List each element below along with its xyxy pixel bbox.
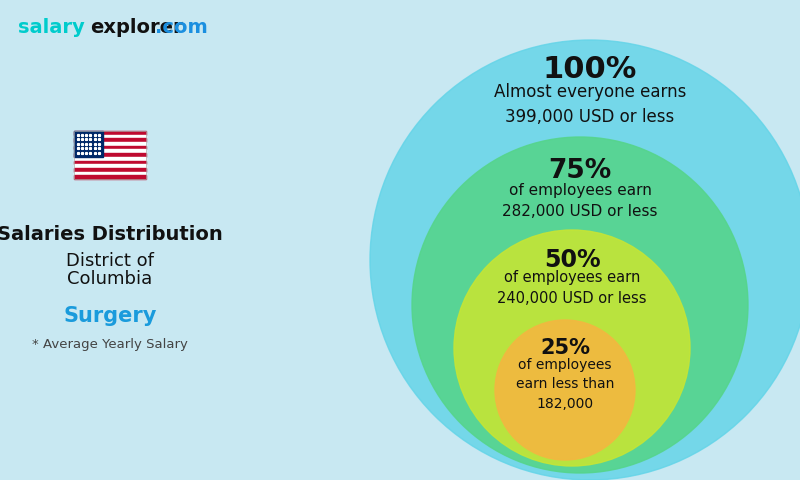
Text: * Average Yearly Salary: * Average Yearly Salary: [32, 338, 188, 351]
Text: 25%: 25%: [540, 338, 590, 358]
Bar: [74, 131, 146, 179]
Bar: [74, 168, 146, 172]
Text: of employees
earn less than
182,000: of employees earn less than 182,000: [516, 358, 614, 411]
Text: .com: .com: [155, 18, 208, 37]
Bar: [74, 131, 146, 135]
Text: Surgery: Surgery: [63, 306, 157, 326]
Bar: [74, 164, 146, 168]
Text: of employees earn
282,000 USD or less: of employees earn 282,000 USD or less: [502, 183, 658, 219]
Bar: [74, 135, 146, 138]
Circle shape: [412, 137, 748, 473]
Bar: [74, 131, 102, 157]
Bar: [74, 142, 146, 146]
Bar: [74, 160, 146, 164]
Bar: [74, 157, 146, 160]
Text: Almost everyone earns
399,000 USD or less: Almost everyone earns 399,000 USD or les…: [494, 84, 686, 126]
Bar: [74, 149, 146, 153]
Text: of employees earn
240,000 USD or less: of employees earn 240,000 USD or less: [498, 270, 646, 306]
Circle shape: [495, 320, 635, 460]
Circle shape: [370, 40, 800, 480]
Circle shape: [454, 230, 690, 466]
Text: Salaries Distribution: Salaries Distribution: [0, 225, 223, 244]
Text: 50%: 50%: [544, 248, 600, 272]
Text: 100%: 100%: [543, 55, 637, 84]
Text: 75%: 75%: [548, 158, 612, 184]
Text: explorer: explorer: [90, 18, 182, 37]
Bar: [74, 153, 146, 157]
Text: salary: salary: [18, 18, 85, 37]
Text: District of: District of: [66, 252, 154, 270]
Bar: [74, 146, 146, 149]
Text: Columbia: Columbia: [67, 270, 153, 288]
Bar: [74, 175, 146, 179]
Bar: [74, 172, 146, 175]
Bar: [74, 138, 146, 142]
